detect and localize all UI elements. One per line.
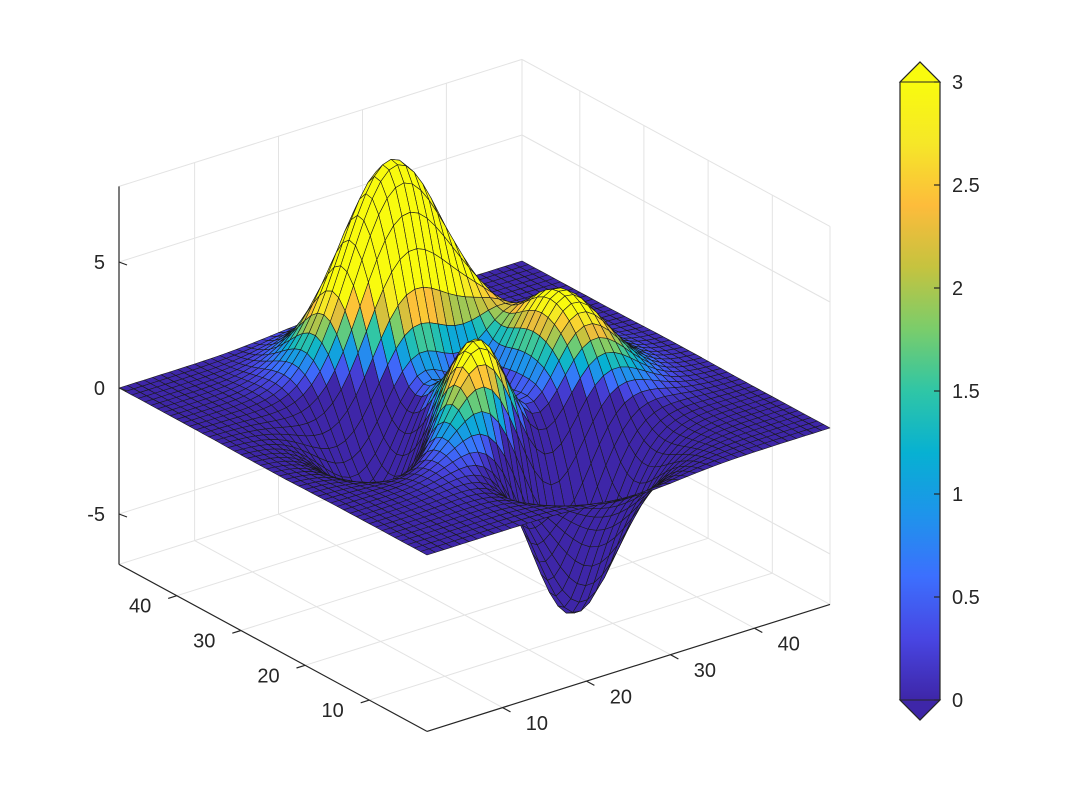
y-tick-label: 40 [129, 596, 151, 618]
x-tick-mark [754, 627, 763, 634]
z-tick-mark [118, 513, 128, 518]
y-tick-label: 10 [321, 700, 343, 722]
y-tick-mark [232, 629, 242, 634]
z-tick-mark [118, 387, 128, 392]
z-gridline-left [118, 134, 523, 263]
colorbar-tick-label: 3 [952, 72, 963, 94]
x-tick-label: 40 [778, 634, 800, 656]
colorbar-gradient [900, 82, 940, 700]
x-tick-label: 10 [526, 713, 548, 735]
y-axis-line [118, 563, 428, 732]
z-tick-label: -5 [87, 504, 105, 526]
z-gridline-right [521, 134, 831, 303]
y-tick-mark [360, 699, 370, 704]
x-tick-label: 20 [610, 686, 632, 708]
y-tick-mark [168, 595, 177, 599]
y-gridline-floor [369, 572, 773, 701]
colorbar-tick-label: 0.5 [952, 587, 980, 609]
x-tick-mark [586, 680, 595, 686]
colorbar-tick-label: 2 [952, 278, 963, 300]
surface [118, 159, 831, 614]
y-tick-label: 20 [257, 665, 279, 687]
x-tick-label: 30 [694, 660, 716, 682]
box-edge-top-left [118, 58, 523, 187]
y-tick-mark [296, 664, 306, 669]
axes: 10 20 30 40 10 20 30 40 -5 0 5 [87, 186, 831, 735]
y-gridline-floor [304, 537, 709, 666]
z-tick-mark [118, 261, 128, 266]
colorbar-tick-label: 1 [952, 484, 963, 506]
y-tick-label: 30 [193, 631, 215, 653]
colorbar-extend-top [898, 61, 942, 83]
surface-face [420, 548, 436, 556]
colorbar: 0 0.5 1 1.5 2 2.5 3 [898, 61, 980, 721]
colorbar-tick-label: 0 [952, 690, 963, 712]
colorbar-tick-label: 2.5 [952, 175, 980, 197]
colorbar-extend-bottom [898, 699, 942, 721]
z-tick-label: 5 [94, 252, 105, 274]
z-tick-label: 0 [94, 378, 105, 400]
x-tick-mark [502, 707, 511, 713]
colorbar-tick-label: 1.5 [952, 381, 980, 403]
x-gridline-floor [278, 513, 587, 682]
x-tick-mark [670, 654, 679, 660]
x-gridline-floor [194, 540, 503, 709]
x-axis-line [426, 603, 831, 732]
box-edge-top-right [521, 58, 831, 227]
